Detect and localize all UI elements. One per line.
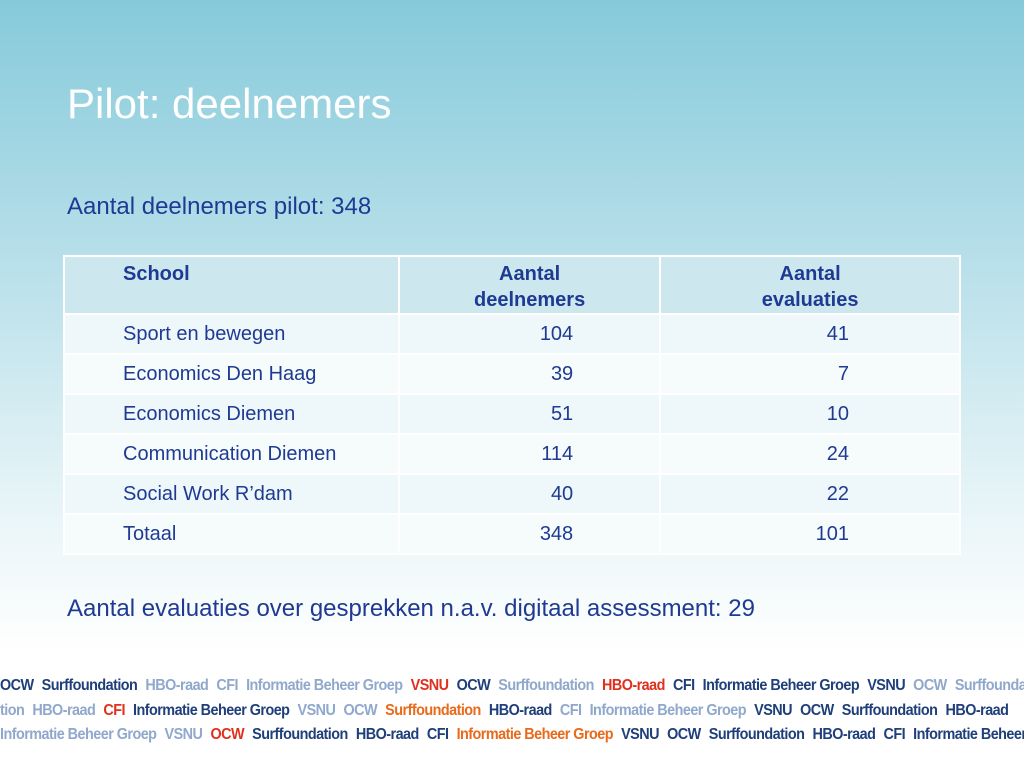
logo-word: HBO-raad <box>945 701 1009 719</box>
header-row: School Aantal deelnemers Aantal evaluaties <box>62 255 961 315</box>
logo-word: CFI <box>216 677 238 694</box>
header-text: Aantal evaluaties <box>761 263 859 311</box>
table-cell: Sport en bewegen <box>62 313 401 355</box>
table-row: Economics Den Haag 39 7 <box>62 353 961 395</box>
logo-word: OCW <box>0 677 34 694</box>
logo-word: OCW <box>456 677 491 694</box>
table-cell: 114 <box>398 433 662 475</box>
logo-word: Informatie Beheer Groep <box>589 701 747 719</box>
logo-word: Surffoundation <box>385 701 481 719</box>
logo-word: HBO-raad <box>488 701 552 719</box>
logo-word: Informatie Beheer Groep <box>702 677 860 694</box>
table-cell: 7 <box>659 353 961 395</box>
logo-word: VSNU <box>410 677 449 694</box>
table-row: Social Work R’dam 40 22 <box>62 473 961 515</box>
participants-table: School Aantal deelnemers Aantal evaluaties… <box>62 255 961 555</box>
logo-word: VSNU <box>621 726 659 743</box>
table-cell: Totaal <box>62 513 401 555</box>
logo-word: VSNU <box>867 677 906 694</box>
table-cell: 39 <box>398 353 662 395</box>
table-cell: 10 <box>659 393 961 435</box>
logo-word: Surffoundation <box>708 726 805 743</box>
logo-word: HBO-raad <box>812 726 876 743</box>
subtitle: Aantal deelnemers pilot: 348 <box>67 193 372 220</box>
logo-word: OCW <box>800 701 834 719</box>
logo-word: Surffoundation <box>841 701 938 719</box>
table-cell: 51 <box>398 393 662 435</box>
logo-word: Informatie Beheer Groep <box>913 726 1024 743</box>
logo-word: VSNU <box>754 701 792 719</box>
logo-word: HBO-raad <box>32 701 96 719</box>
logo-word: Informatie Beheer Groep <box>0 726 157 743</box>
table-cell: Economics Diemen <box>62 393 401 435</box>
logo-word: Informatie Beheer Groep <box>133 701 290 719</box>
table-cell: Communication Diemen <box>62 433 401 475</box>
logo-word: HBO-raad <box>145 677 209 694</box>
logo-word: OCW <box>667 726 701 743</box>
logo-word: HBO-raad <box>601 677 665 694</box>
table-row: Communication Diemen 114 24 <box>62 433 961 475</box>
logo-word: HBO-raad <box>355 726 419 743</box>
logo-row: OCW Surffoundation HBO-raad CFI Informatie B… <box>0 674 1024 699</box>
logo-word: tion <box>0 701 25 719</box>
table-row: Totaal 348 101 <box>62 513 961 555</box>
table-cell: 41 <box>659 313 961 355</box>
table-cell: 22 <box>659 473 961 515</box>
table-cell: 101 <box>659 513 961 555</box>
logo-word: VSNU <box>297 701 336 719</box>
table-cell: 40 <box>398 473 662 515</box>
table-body: Sport en bewegen 104 41 Economics Den Haag 3… <box>62 313 961 555</box>
logo-word: OCW <box>343 701 378 719</box>
table-cell: Social Work R’dam <box>62 473 401 515</box>
logo-word: Informatie Beheer Groep <box>246 677 403 694</box>
logo-word: CFI <box>883 726 906 743</box>
table-cell: 104 <box>398 313 662 355</box>
header-text: Aantal deelnemers <box>474 263 586 311</box>
logo-word: Surffoundation <box>954 677 1024 694</box>
logo-word: VSNU <box>164 726 203 743</box>
header-text: School <box>123 263 190 285</box>
header-cell: Aantal deelnemers <box>398 255 662 315</box>
table-row: Economics Diemen 51 10 <box>62 393 961 435</box>
logo-word: Surffoundation <box>41 677 138 694</box>
slide-title: Pilot: deelnemers <box>67 80 392 127</box>
table-row: Sport en bewegen 104 41 <box>62 313 961 355</box>
table-cell: 24 <box>659 433 961 475</box>
logo-word: OCW <box>913 677 947 694</box>
logo-word: Informatie Beheer Groep <box>456 726 614 743</box>
logo-strip: OCW Surffoundation HBO-raad CFI Informatie B… <box>0 674 1024 768</box>
logo-word: CFI <box>672 677 695 694</box>
logo-word: OCW <box>210 726 245 743</box>
table-cell: 348 <box>398 513 662 555</box>
logo-word: CFI <box>559 701 582 719</box>
footer-text: Aantal evaluaties over gesprekken n.a.v.… <box>67 595 755 622</box>
header-cell: School <box>62 255 401 315</box>
logo-word: Surffoundation <box>252 726 348 743</box>
table-cell: Economics Den Haag <box>62 353 401 395</box>
logo-row: tion HBO-raad CFI Informatie Beheer Groep VS… <box>0 699 1009 724</box>
logo-word: CFI <box>103 701 125 719</box>
logo-word: CFI <box>426 726 449 743</box>
logo-word: Surffoundation <box>498 677 594 694</box>
logo-row: Informatie Beheer Groep VSNU OCW Surffounda… <box>0 723 1024 748</box>
header-cell: Aantal evaluaties <box>659 255 961 315</box>
